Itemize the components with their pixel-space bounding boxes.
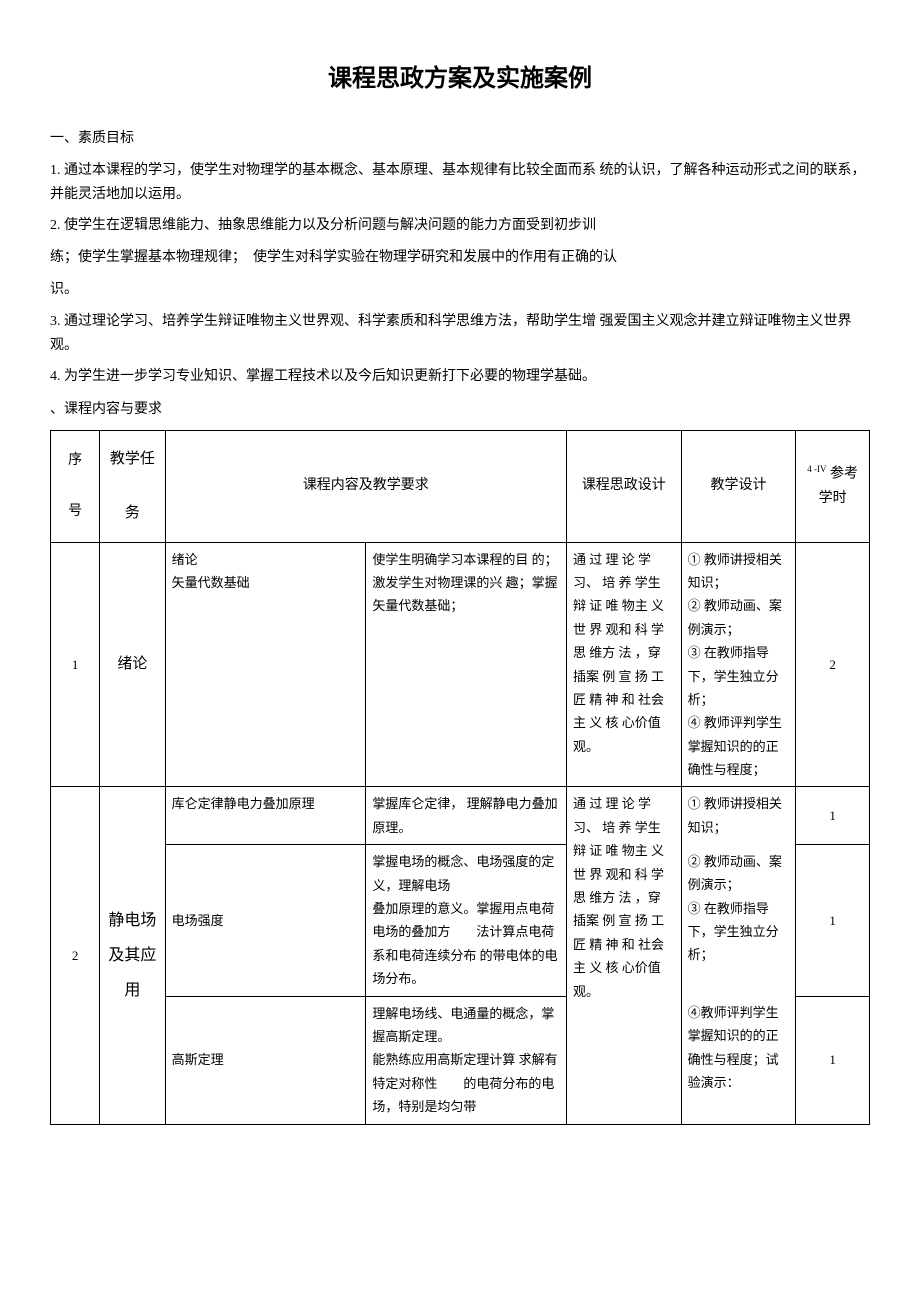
row2-design2: ② 教师动画、案例演示； ③ 在教师指导下，学生独立分析； <box>681 845 796 996</box>
table-row: 高斯定理 理解电场线、电通量的概念，掌握高斯定理。 能熟练应用高斯定理计算 求解… <box>51 996 870 1124</box>
section-2-heading: 、课程内容与要求 <box>50 399 870 421</box>
row2-sizheng: 通 过 理 论 学习、 培 养 学生 辩 证 唯 物主 义 世 界 观和 科 学… <box>566 787 681 1124</box>
row2-sub2-hours: 1 <box>796 845 870 996</box>
table-row: 1 绪论 绪论 矢量代数基础 使学生明确学习本课程的目 的；激发学生对物理课的兴… <box>51 542 870 787</box>
row2-sub3-b: 理解电场线、电通量的概念，掌握高斯定理。 能熟练应用高斯定理计算 求解有特定对称… <box>366 996 567 1124</box>
paragraph-2a: 2. 使学生在逻辑思维能力、抽象思维能力以及分析问题与解决问题的能力方面受到初步… <box>50 214 870 238</box>
row2-sub1-hours: 1 <box>796 787 870 845</box>
row2-design3: ④教师评判学生掌握知识的的正确性与程度；试验演示： <box>681 996 796 1124</box>
row2-design1: ① 教师讲授相关知识； <box>681 787 796 845</box>
paragraph-3: 3. 通过理论学习、培养学生辩证唯物主义世界观、科学素质和科学思维方法，帮助学生… <box>50 310 870 358</box>
row1-task: 绪论 <box>100 542 166 787</box>
paragraph-2b: 练；使学生掌握基本物理规律； 使学生对科学实验在物理学研究和发展中的作用有正确的… <box>50 246 870 270</box>
row2-sub3-a: 高斯定理 <box>165 996 366 1124</box>
row2-sub2-a: 电场强度 <box>165 845 366 996</box>
row1-hours: 2 <box>796 542 870 787</box>
row2-task: 静电场 及其应 用 <box>100 787 166 1124</box>
table-header-row: 序 号 教学任 务 课程内容及教学要求 课程思政设计 教学设计 4 -IV 参考… <box>51 430 870 542</box>
paragraph-1: 1. 通过本课程的学习，使学生对物理学的基本概念、基本原理、基本规律有比较全面而… <box>50 159 870 207</box>
header-seq: 序 号 <box>51 430 100 542</box>
paragraph-2c: 识。 <box>50 278 870 302</box>
page-title: 课程思政方案及实施案例 <box>50 60 870 98</box>
paragraph-4: 4. 为学生进一步学习专业知识、掌握工程技术以及今后知识更新打下必要的物理学基础… <box>50 365 870 389</box>
hours-prefix: 4 -IV <box>807 464 826 474</box>
header-design: 教学设计 <box>681 430 796 542</box>
row2-sub1-b: 掌握库仑定律， 理解静电力叠加原理。 <box>366 787 567 845</box>
row1-seq: 1 <box>51 542 100 787</box>
row1-content-b: 使学生明确学习本课程的目 的；激发学生对物理课的兴 趣；掌握矢量代数基础； <box>366 542 567 787</box>
row2-sub1-a: 库仑定律静电力叠加原理 <box>165 787 366 845</box>
table-row: 电场强度 掌握电场的概念、电场强度的定义，理解电场 叠加原理的意义。掌握用点电荷… <box>51 845 870 996</box>
row2-sub3-hours: 1 <box>796 996 870 1124</box>
header-sizheng: 课程思政设计 <box>566 430 681 542</box>
row1-content-a: 绪论 矢量代数基础 <box>165 542 366 787</box>
header-content: 课程内容及教学要求 <box>165 430 566 542</box>
section-1-heading: 一、素质目标 <box>50 128 870 150</box>
table-row: 2 静电场 及其应 用 库仑定律静电力叠加原理 掌握库仑定律， 理解静电力叠加原… <box>51 787 870 845</box>
header-hours: 4 -IV 参考 学时 <box>796 430 870 542</box>
row2-seq: 2 <box>51 787 100 1124</box>
course-table: 序 号 教学任 务 课程内容及教学要求 课程思政设计 教学设计 4 -IV 参考… <box>50 430 870 1125</box>
header-task: 教学任 务 <box>100 430 166 542</box>
row1-design: ① 教师讲授相关知识； ② 教师动画、案例演示； ③ 在教师指导下，学生独立分析… <box>681 542 796 787</box>
row1-sizheng: 通 过 理 论 学习、 培 养 学生 辩 证 唯 物主 义 世 界 观和 科 学… <box>566 542 681 787</box>
row2-sub2-b: 掌握电场的概念、电场强度的定义，理解电场 叠加原理的意义。掌握用点电荷电场的叠加… <box>366 845 567 996</box>
